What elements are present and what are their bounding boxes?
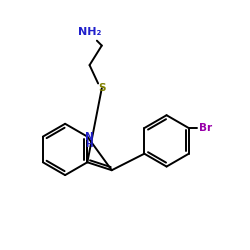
Text: Br: Br bbox=[199, 123, 212, 133]
Text: NH₂: NH₂ bbox=[78, 27, 101, 37]
Text: N: N bbox=[85, 132, 94, 141]
Text: H: H bbox=[85, 140, 93, 149]
Text: S: S bbox=[98, 83, 106, 93]
